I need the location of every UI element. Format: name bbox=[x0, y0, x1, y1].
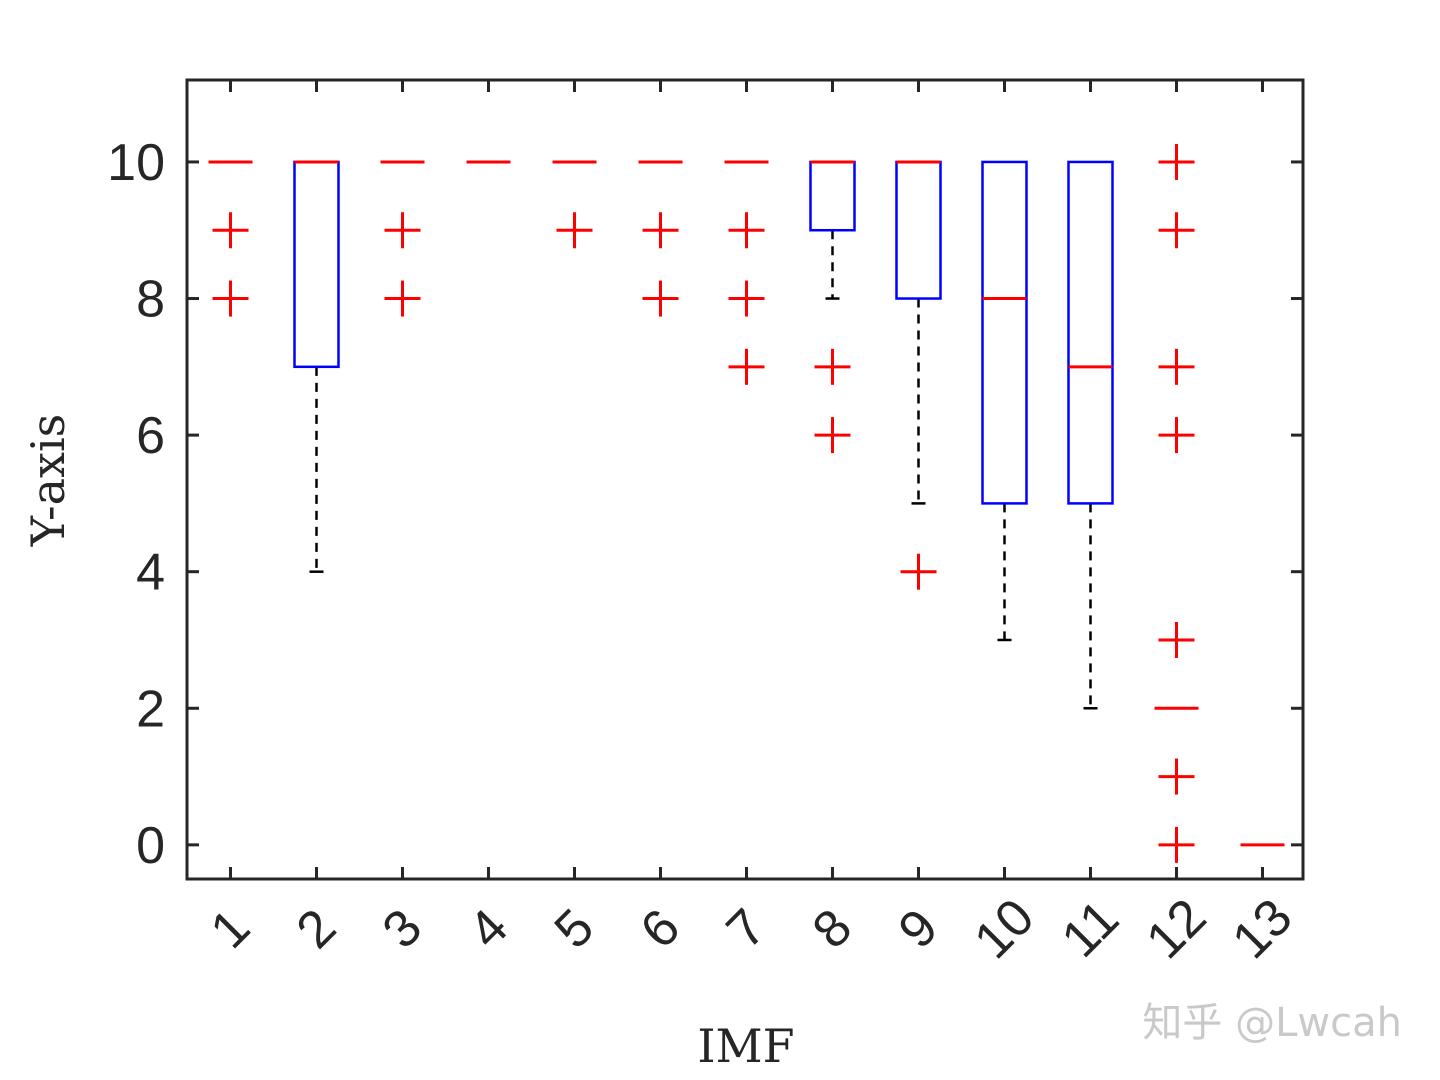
y-tick-label: 2 bbox=[136, 680, 165, 738]
box-group-11 bbox=[1067, 160, 1114, 710]
outlier-marker bbox=[1158, 348, 1195, 385]
watermark-text: 知乎 @Lwcah bbox=[1142, 1000, 1402, 1046]
y-tick-label: 10 bbox=[107, 134, 165, 192]
outlier-marker bbox=[556, 212, 593, 249]
outlier-marker bbox=[814, 417, 851, 454]
y-axis-ticks: 0 2 4 6 8 10 bbox=[107, 134, 1303, 875]
y-tick-label: 6 bbox=[136, 407, 165, 465]
outlier-marker bbox=[384, 212, 421, 249]
outlier-marker bbox=[728, 212, 765, 249]
box-group-5 bbox=[552, 160, 597, 249]
box-group-2 bbox=[293, 160, 340, 573]
x-tick-label: 2 bbox=[286, 898, 347, 959]
outlier-marker bbox=[814, 348, 851, 385]
x-tick-label: 13 bbox=[1222, 888, 1304, 970]
outlier-marker bbox=[1158, 212, 1195, 249]
outlier-marker bbox=[1158, 758, 1195, 795]
y-axis-label: Y-axis bbox=[21, 414, 75, 548]
box-group-7 bbox=[724, 160, 769, 385]
x-axis-ticks: 1 2 3 4 5 6 7 8 9 10 11 12 13 bbox=[200, 80, 1304, 970]
box-group-12 bbox=[1154, 143, 1199, 863]
outlier-marker bbox=[642, 280, 679, 317]
plot-area bbox=[208, 143, 1285, 863]
outlier-marker bbox=[728, 348, 765, 385]
outlier-marker bbox=[1158, 143, 1195, 180]
x-tick-label: 7 bbox=[716, 898, 777, 959]
x-tick-label: 9 bbox=[888, 898, 949, 959]
axes-frame bbox=[185, 78, 1305, 881]
outlier-marker bbox=[212, 280, 249, 317]
outlier-marker bbox=[384, 280, 421, 317]
y-tick-label: 4 bbox=[136, 544, 165, 602]
outlier-marker bbox=[900, 553, 937, 590]
x-tick-label: 11 bbox=[1051, 889, 1130, 968]
y-tick-label: 0 bbox=[136, 817, 165, 875]
outlier-marker bbox=[1158, 826, 1195, 863]
box-group-3 bbox=[380, 160, 425, 317]
box-group-10 bbox=[981, 160, 1028, 642]
box-group-9 bbox=[895, 160, 942, 590]
x-tick-label: 6 bbox=[630, 898, 691, 959]
iqr-box bbox=[293, 160, 340, 369]
iqr-box bbox=[895, 160, 942, 300]
outlier-marker bbox=[1158, 621, 1195, 658]
x-axis-label: IMF bbox=[697, 1019, 794, 1073]
x-tick-label: 4 bbox=[458, 898, 519, 959]
y-tick-label: 8 bbox=[136, 271, 165, 329]
iqr-box bbox=[1067, 160, 1114, 505]
outlier-marker bbox=[212, 212, 249, 249]
x-tick-label: 10 bbox=[964, 888, 1046, 970]
iqr-box bbox=[809, 160, 856, 232]
x-tick-label: 1 bbox=[200, 898, 261, 959]
x-tick-label: 12 bbox=[1136, 888, 1218, 970]
x-tick-label: 5 bbox=[544, 898, 605, 959]
x-tick-label: 8 bbox=[802, 898, 863, 959]
outlier-marker bbox=[1158, 417, 1195, 454]
box-group-6 bbox=[638, 160, 683, 317]
box-group-1 bbox=[208, 160, 253, 317]
box-group-8 bbox=[809, 160, 856, 454]
x-tick-label: 3 bbox=[372, 898, 433, 959]
outlier-marker bbox=[728, 280, 765, 317]
outlier-marker bbox=[642, 212, 679, 249]
iqr-box bbox=[981, 160, 1028, 505]
